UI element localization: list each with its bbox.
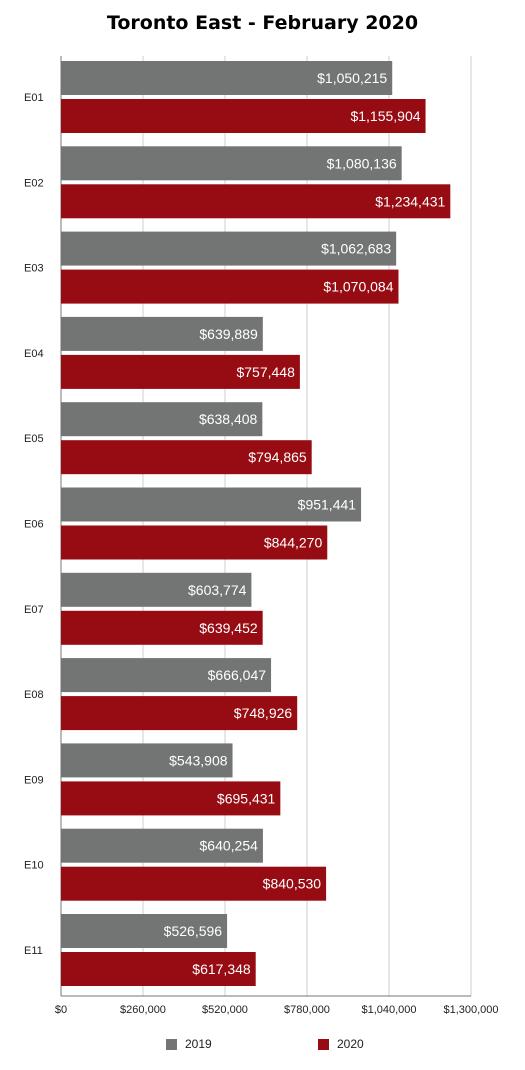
category-label: E06 (24, 519, 44, 531)
data-label-2019-E08: $666,047 (208, 667, 267, 683)
bar-2019-E10 (61, 828, 263, 863)
data-label-2020-E11: $617,348 (192, 961, 251, 977)
category-label: E11 (24, 945, 43, 957)
bar-2019-E04 (61, 316, 263, 351)
category-label: E01 (24, 92, 44, 104)
data-label-2019-E02: $1,080,136 (327, 155, 397, 171)
bar-2019-E11 (61, 914, 228, 948)
legend-label-2019: 2019 (185, 1037, 212, 1051)
category-label: E08 (24, 689, 44, 701)
bar-2020-E05 (61, 440, 312, 475)
x-tick-label: $260,000 (120, 1004, 166, 1016)
data-label-2020-E03: $1,070,084 (323, 279, 393, 295)
category-label: E03 (24, 263, 44, 275)
data-label-2019-E11: $526,596 (164, 923, 223, 939)
data-label-2020-E09: $695,431 (217, 790, 276, 806)
chart-title: Toronto East - February 2020 (106, 12, 419, 34)
bar-2019-E05 (61, 402, 263, 437)
bar-2019-E06 (61, 487, 362, 522)
data-label-2020-E08: $748,926 (234, 705, 293, 721)
x-tick-label: $780,000 (284, 1004, 330, 1016)
data-label-2019-E01: $1,050,215 (317, 70, 387, 86)
bar-2020-E08 (61, 696, 298, 731)
category-label: E04 (24, 348, 44, 360)
bar-2020-E02 (61, 184, 451, 219)
bar-2019-E03 (61, 231, 397, 266)
legend-swatch-2019 (166, 1038, 177, 1050)
legend-swatch-2020 (318, 1038, 329, 1050)
bar-2020-E03 (61, 269, 399, 304)
data-label-2020-E10: $840,530 (263, 876, 322, 892)
x-tick-label: $0 (55, 1004, 67, 1016)
data-label-2020-E05: $794,865 (248, 449, 307, 465)
data-label-2019-E06: $951,441 (298, 497, 357, 513)
category-label: E10 (24, 860, 44, 872)
bar-2019-E02 (61, 146, 402, 181)
bar-2019-E09 (61, 743, 233, 778)
data-label-2019-E07: $603,774 (188, 582, 247, 598)
data-label-2019-E05: $638,408 (199, 411, 258, 427)
category-label: E09 (24, 774, 44, 786)
data-label-2020-E01: $1,155,904 (350, 108, 420, 124)
bar-2020-E01 (61, 99, 426, 133)
data-label-2019-E10: $640,254 (200, 838, 259, 854)
bar-2019-E07 (61, 572, 252, 607)
x-tick-label: $1,040,000 (361, 1004, 416, 1016)
data-label-2020-E06: $844,270 (264, 535, 323, 551)
data-label-2019-E09: $543,908 (169, 752, 228, 768)
category-label: E02 (24, 177, 44, 189)
bar-2020-E06 (61, 525, 328, 560)
bar-2020-E10 (61, 866, 327, 901)
x-tick-label: $520,000 (202, 1004, 248, 1016)
data-label-2019-E03: $1,062,683 (321, 241, 391, 257)
bar-2020-E07 (61, 610, 263, 645)
bar-2019-E01 (61, 61, 393, 95)
data-label-2020-E07: $639,452 (199, 620, 258, 636)
category-label: E07 (24, 604, 44, 616)
category-label: E05 (24, 433, 44, 445)
bar-2019-E08 (61, 658, 272, 693)
legend-label-2020: 2020 (337, 1037, 364, 1051)
bar-2020-E09 (61, 781, 281, 816)
legend-item-2020: 2020 (318, 1037, 364, 1051)
data-label-2019-E04: $639,889 (199, 326, 258, 342)
data-label-2020-E02: $1,234,431 (375, 193, 445, 209)
legend-item-2019: 2019 (166, 1037, 212, 1051)
data-label-2020-E04: $757,448 (236, 364, 295, 380)
bar-2020-E04 (61, 354, 300, 389)
x-tick-label: $1,300,000 (443, 1004, 498, 1016)
bar-2020-E11 (61, 952, 256, 986)
